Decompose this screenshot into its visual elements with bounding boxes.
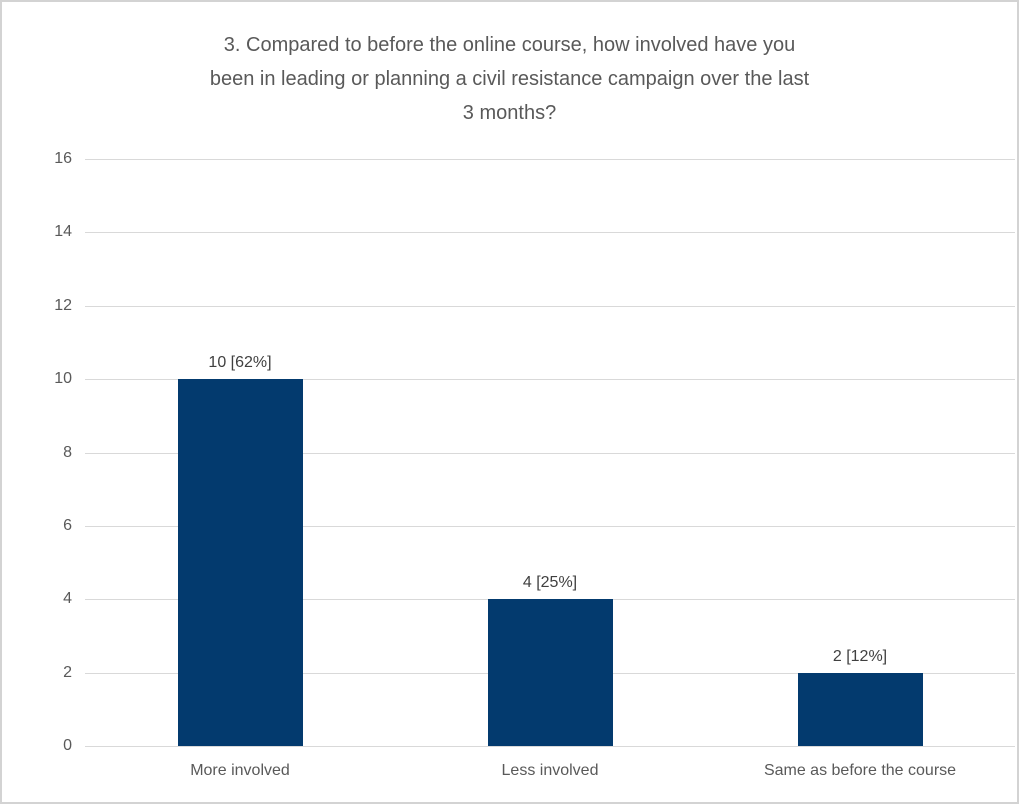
gridline-y-14 (85, 232, 1015, 234)
bar-data-label: 10 [62%] (208, 354, 272, 372)
x-axis-category-label: Less involved (501, 762, 599, 779)
bar-more-involved (177, 379, 303, 746)
gridline-y-0 (85, 746, 1015, 747)
y-axis-tick-label-10: 10 (54, 370, 72, 388)
y-axis-tick-label-8: 8 (63, 443, 72, 461)
y-axis-tick-label-14: 14 (54, 223, 72, 241)
gridline-y-10 (85, 379, 1015, 381)
gridline-y-6 (85, 525, 1015, 527)
gridline-y-12 (85, 305, 1015, 307)
chart-title-line-1: 3. Compared to before the online course,… (223, 34, 796, 56)
plot-area: 10 [62%] 4 [25%] 2 [12%] (85, 159, 1015, 747)
bar-data-label: 4 [25%] (522, 574, 578, 592)
x-axis-category-label: More involved (190, 762, 290, 779)
y-axis-tick-label-12: 12 (54, 296, 72, 314)
chart-title-line-2: been in leading or planning a civil resi… (209, 68, 810, 90)
chart-title-line-3: 3 months? (462, 102, 557, 124)
y-axis-tick-label-0: 0 (63, 737, 72, 754)
y-axis-tick-label-2: 2 (63, 663, 72, 681)
chart-title: 3. Compared to before the online course,… (2, 28, 1017, 130)
bar-less-involved (487, 599, 613, 746)
y-axis-tick-label-4: 4 (63, 590, 72, 608)
bar-same-as-before-the-course (797, 672, 923, 746)
y-axis-tick-label-6: 6 (63, 516, 72, 534)
bar-data-label: 2 [12%] (832, 647, 888, 665)
gridline-y-16 (85, 159, 1015, 160)
y-axis-tick-label-16: 16 (54, 150, 72, 167)
gridline-y-8 (85, 452, 1015, 454)
x-axis-category-label: Same as before the course (763, 762, 957, 779)
